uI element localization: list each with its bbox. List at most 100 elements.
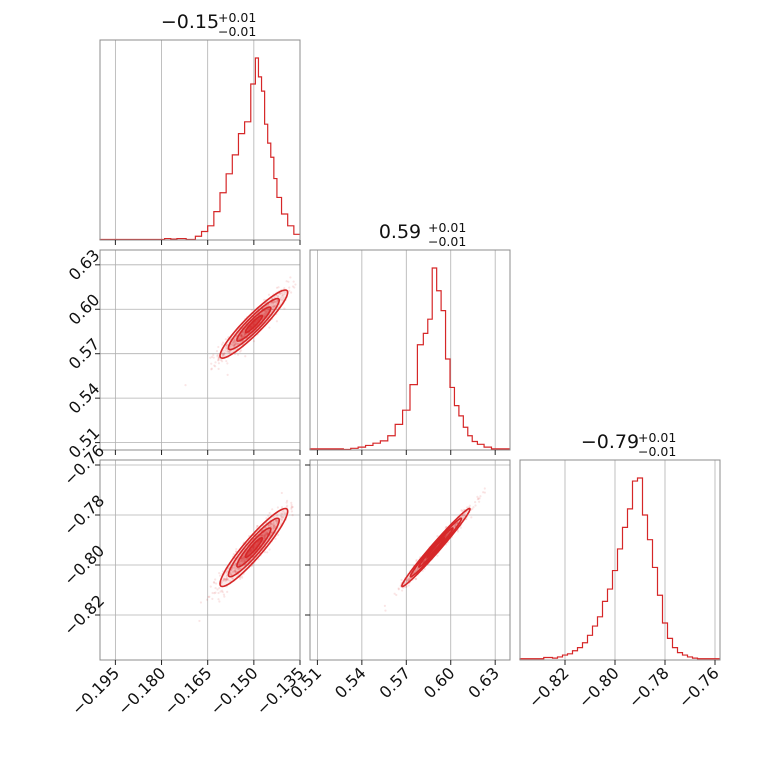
sample-point [234,569,237,572]
panel-frame-2-2 [519,459,721,661]
histogram-0 [99,57,300,241]
sample-point [230,573,233,576]
sample-point [291,505,294,509]
sample-point [208,595,211,598]
sample-point [225,344,228,348]
sample-point [283,291,286,294]
title-err-minus-2: −0.01 [638,444,676,459]
panel-frame-2-1 [309,459,511,661]
sample-point [407,584,410,587]
sample-point [224,349,227,352]
sample-point [232,344,235,347]
sample-point [241,556,244,559]
sample-point [270,531,274,534]
sample-point [416,568,419,571]
sample-point [267,523,270,527]
panel-frame-1-0 [99,249,301,451]
sample-point [241,558,245,562]
sample-point [270,302,273,305]
xtick-label-0-2: −0.165 [160,663,215,718]
histogram-1 [309,267,510,451]
sample-point [414,569,417,573]
title-param-0: −0.15 [161,11,219,33]
sample-point [269,522,272,525]
sample-point [229,579,232,582]
title-err-plus-2: +0.01 [638,430,676,445]
sample-point [240,335,243,338]
sample-point [414,577,418,580]
sample-point [214,578,217,581]
sample-point [240,557,243,560]
sample-point [222,578,226,581]
sample-point [263,533,266,536]
sample-point [265,517,268,520]
sample-point [268,511,271,515]
sample-point [294,283,297,286]
sample-point [226,577,229,580]
sample-point [240,334,243,337]
sample-point [273,305,276,308]
sample-point [233,344,236,347]
sample-point [205,598,209,601]
xtick-label-2-2: −0.78 [625,663,673,711]
sample-point [217,598,220,601]
sample-point [276,519,279,522]
sample-point [221,354,225,357]
sample-point [267,303,270,306]
sample-point [225,575,228,578]
sample-point [265,310,268,313]
sample-point [234,338,237,342]
sample-point [217,367,220,370]
sample-point [282,509,285,513]
sample-point [263,534,266,537]
sample-point [234,569,237,572]
sample-point [263,537,266,540]
sample-point [270,305,273,308]
sample-point [264,531,267,534]
sample-point [266,532,269,535]
sample-point [225,578,228,581]
sample-point [266,533,269,536]
sample-point [217,345,220,349]
sample-point [408,577,411,581]
sample-point [282,515,285,518]
panel-frame-2-0 [99,459,301,661]
sample-point [267,524,270,527]
sample-point [231,577,234,580]
sample-point [223,577,226,580]
sample-point [277,286,280,289]
sample-point [263,535,266,539]
sample-point [463,513,466,516]
xtick-label-1-1: 0.54 [331,663,370,702]
sample-point [453,524,456,527]
sample-point [242,557,245,560]
sample-point [222,579,226,582]
sample-point [276,299,279,302]
sample-point [407,578,410,581]
sample-point [280,515,283,518]
sample-point [232,553,235,556]
sample-point [383,604,386,607]
sample-point [234,343,237,346]
sample-point [461,510,464,513]
sample-point [233,345,236,348]
sample-point [271,522,275,526]
sample-point [262,534,265,537]
sample-point [222,353,225,356]
sample-point [222,593,226,596]
sample-point [215,582,218,585]
sample-point [263,551,267,554]
sample-point [236,343,239,346]
sample-point [280,296,283,299]
sample-point [482,491,485,494]
sample-point [263,534,267,537]
sample-point [272,515,275,518]
sample-point [232,341,235,344]
sample-point [269,522,273,525]
sample-point [243,333,246,337]
sample-point [210,362,213,365]
sample-point [265,533,268,536]
sample-point [277,295,280,299]
sample-point [240,557,244,560]
sample-point [240,575,243,578]
